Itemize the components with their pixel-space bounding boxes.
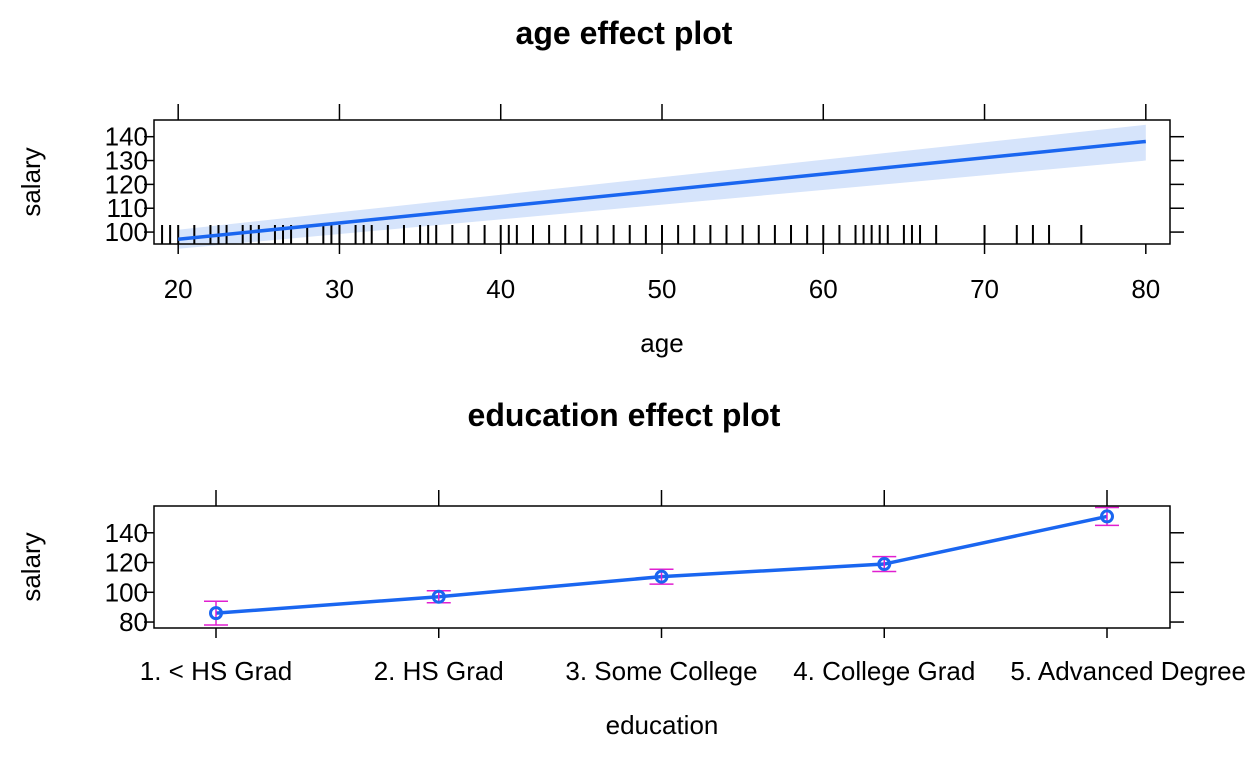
education-plot-title: education effect plot (468, 397, 781, 433)
education-error-bars (204, 506, 1119, 626)
y-tick-label: 110 (107, 193, 148, 223)
age-effect-panel: age effect plot 20 30 40 50 60 70 80 100110120… (16, 15, 1184, 358)
y-tick-label: 80 (119, 607, 148, 637)
category-label: 1. < HS Grad (140, 656, 292, 686)
x-tick-label: 60 (809, 274, 838, 304)
category-label: 4. College Grad (793, 656, 975, 686)
x-tick-label: 40 (486, 274, 515, 304)
x-tick-label: 30 (325, 274, 354, 304)
data-point (431, 589, 446, 604)
category-label: 3. Some College (565, 656, 757, 686)
y-tick-label: 130 (105, 146, 148, 176)
category-label: 2. HS Grad (374, 656, 504, 686)
age-effect-line (178, 139, 1146, 241)
education-effect-panel: education effect plot 1. < HS Grad 2. HS … (16, 397, 1246, 740)
age-y-axis-label: salary (16, 147, 46, 216)
data-point (877, 557, 892, 572)
education-x-axis-label: education (606, 710, 719, 740)
x-tick-label: 20 (164, 274, 193, 304)
x-tick-label: 70 (970, 274, 999, 304)
education-y-axis-label: salary (16, 532, 46, 601)
data-point (654, 569, 669, 584)
y-tick-label: 100 (105, 577, 148, 607)
y-tick-label: 120 (105, 548, 148, 578)
education-points (209, 509, 1114, 621)
age-confidence-band-area (178, 124, 1146, 249)
y-tick-label: 140 (105, 518, 148, 548)
age-fitted-line (178, 139, 1146, 241)
education-plot-frame (153, 505, 1171, 629)
y-tick-label: 120 (105, 169, 148, 199)
education-fitted-line (215, 514, 1108, 615)
education-x-ticks: 1. < HS Grad 2. HS Grad 3. Some College 4. … (140, 490, 1246, 686)
education-effect-line (215, 514, 1108, 615)
age-x-ticks: 20 30 40 50 60 70 80 (164, 104, 1160, 304)
x-tick-label: 50 (648, 274, 677, 304)
x-tick-label: 80 (1131, 274, 1160, 304)
y-tick-label: 140 (105, 122, 148, 152)
age-plot-title: age effect plot (516, 15, 733, 51)
data-point (209, 606, 223, 621)
age-confidence-band (178, 124, 1146, 249)
data-point (1100, 509, 1114, 524)
age-x-axis-label: age (640, 328, 683, 358)
y-tick-label: 100 (105, 217, 148, 247)
category-label: 5. Advanced Degree (1010, 656, 1246, 686)
